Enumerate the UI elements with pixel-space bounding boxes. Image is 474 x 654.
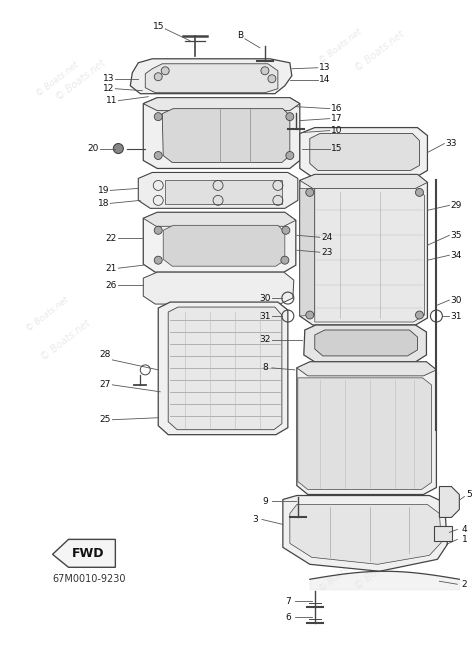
Text: 29: 29: [451, 201, 462, 210]
Text: 6: 6: [285, 613, 291, 622]
Text: © Boats.net: © Boats.net: [353, 29, 406, 73]
Circle shape: [306, 188, 314, 196]
Polygon shape: [143, 272, 294, 304]
Circle shape: [113, 143, 123, 154]
Text: 10: 10: [331, 126, 342, 135]
Text: 25: 25: [100, 415, 111, 424]
Text: 24: 24: [321, 233, 332, 242]
Polygon shape: [300, 175, 428, 188]
Text: 27: 27: [100, 381, 111, 389]
Text: 13: 13: [103, 75, 114, 83]
Polygon shape: [143, 97, 300, 111]
Circle shape: [282, 226, 290, 234]
Polygon shape: [304, 325, 427, 362]
Text: 7: 7: [285, 596, 291, 606]
Polygon shape: [143, 213, 296, 272]
Polygon shape: [300, 175, 428, 325]
Polygon shape: [290, 504, 441, 564]
Text: 34: 34: [451, 250, 462, 260]
Circle shape: [281, 256, 289, 264]
Text: 33: 33: [446, 139, 457, 148]
Text: 19: 19: [98, 186, 109, 195]
Polygon shape: [165, 181, 282, 204]
Text: 23: 23: [321, 248, 332, 257]
Text: 16: 16: [331, 104, 342, 113]
Circle shape: [416, 311, 423, 319]
Circle shape: [154, 112, 162, 120]
Text: © Boats.net: © Boats.net: [54, 58, 107, 103]
Polygon shape: [310, 133, 419, 171]
Text: B: B: [237, 31, 243, 41]
Circle shape: [286, 152, 294, 160]
Polygon shape: [315, 330, 418, 356]
Circle shape: [154, 73, 162, 80]
Text: 30: 30: [451, 296, 462, 305]
Text: 31: 31: [259, 311, 271, 320]
Polygon shape: [297, 362, 437, 494]
Polygon shape: [162, 109, 290, 162]
Text: 21: 21: [106, 264, 117, 273]
Circle shape: [261, 67, 269, 75]
Text: 31: 31: [451, 311, 462, 320]
Text: 35: 35: [451, 231, 462, 240]
Text: FWD: FWD: [72, 547, 105, 560]
Polygon shape: [298, 378, 431, 490]
Circle shape: [286, 112, 294, 120]
Text: 1: 1: [462, 535, 467, 544]
Text: 67M0010-9230: 67M0010-9230: [53, 574, 126, 584]
Polygon shape: [300, 188, 315, 316]
Text: 5: 5: [466, 490, 472, 499]
Circle shape: [268, 75, 276, 82]
Circle shape: [154, 256, 162, 264]
Text: 20: 20: [88, 144, 99, 153]
Text: 9: 9: [262, 497, 268, 506]
Polygon shape: [300, 128, 428, 177]
Circle shape: [161, 67, 169, 75]
Text: © Boats.net: © Boats.net: [35, 60, 80, 98]
Text: 12: 12: [103, 84, 114, 94]
Text: 15: 15: [153, 22, 164, 31]
Text: 17: 17: [331, 114, 342, 123]
Text: 28: 28: [100, 351, 111, 360]
Text: 3: 3: [252, 515, 258, 524]
Text: 13: 13: [319, 63, 330, 72]
Text: 26: 26: [106, 281, 117, 290]
Text: © Boats.net: © Boats.net: [39, 318, 92, 362]
Text: © Boats.net: © Boats.net: [25, 295, 71, 333]
Polygon shape: [283, 496, 447, 572]
Text: 15: 15: [331, 144, 342, 153]
Polygon shape: [143, 97, 300, 169]
Text: 30: 30: [259, 294, 271, 303]
Polygon shape: [145, 64, 278, 93]
Polygon shape: [439, 487, 459, 517]
Text: © Boats.net: © Boats.net: [318, 556, 364, 594]
Polygon shape: [143, 213, 296, 226]
Polygon shape: [158, 302, 288, 435]
Circle shape: [306, 311, 314, 319]
Polygon shape: [163, 225, 285, 266]
Polygon shape: [297, 362, 437, 376]
Polygon shape: [53, 540, 115, 567]
Circle shape: [154, 226, 162, 234]
Bar: [434, 526, 452, 542]
Circle shape: [154, 152, 162, 160]
Text: 22: 22: [106, 233, 117, 243]
Circle shape: [416, 188, 423, 196]
Text: 11: 11: [106, 96, 117, 105]
Polygon shape: [130, 59, 292, 94]
Text: 18: 18: [98, 199, 109, 208]
Polygon shape: [315, 188, 424, 322]
Text: © Boats.net: © Boats.net: [318, 27, 364, 66]
Polygon shape: [168, 307, 282, 430]
Text: 14: 14: [319, 75, 330, 84]
Text: 4: 4: [462, 525, 467, 534]
Text: 2: 2: [462, 579, 467, 589]
Polygon shape: [138, 173, 298, 209]
Text: 32: 32: [259, 336, 271, 345]
Text: 8: 8: [262, 364, 268, 372]
Text: © Boats.net: © Boats.net: [353, 547, 406, 592]
